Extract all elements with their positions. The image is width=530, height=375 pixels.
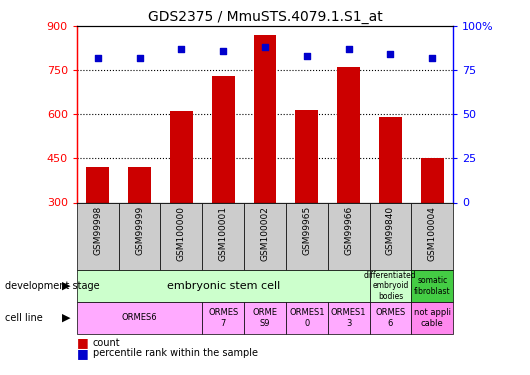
Bar: [244, 202, 286, 270]
Text: ORMES6: ORMES6: [122, 314, 157, 322]
Point: [303, 53, 311, 59]
Bar: [202, 202, 244, 270]
Bar: [295, 110, 319, 202]
Text: GSM100004: GSM100004: [428, 206, 437, 261]
Text: GSM99999: GSM99999: [135, 206, 144, 255]
Bar: [128, 167, 151, 202]
Text: somatic
fibroblast: somatic fibroblast: [414, 276, 450, 296]
Bar: [244, 302, 286, 334]
Point: [428, 55, 437, 61]
Point: [344, 46, 353, 52]
Point: [135, 55, 144, 61]
Bar: [161, 202, 202, 270]
Bar: [411, 202, 453, 270]
Text: ORMES1
3: ORMES1 3: [331, 308, 366, 327]
Point: [261, 44, 269, 50]
Text: ORMES
7: ORMES 7: [208, 308, 239, 327]
Bar: [411, 302, 453, 334]
Bar: [77, 202, 119, 270]
Point: [219, 48, 227, 54]
Bar: [328, 302, 369, 334]
Text: GSM100000: GSM100000: [177, 206, 186, 261]
Text: ▶: ▶: [62, 313, 70, 323]
Bar: [286, 302, 328, 334]
Text: cell line: cell line: [5, 313, 43, 323]
Text: GSM99998: GSM99998: [93, 206, 102, 255]
Title: GDS2375 / MmuSTS.4079.1.S1_at: GDS2375 / MmuSTS.4079.1.S1_at: [148, 10, 382, 24]
Text: ■: ■: [77, 336, 89, 350]
Point: [386, 51, 395, 57]
Text: GSM99965: GSM99965: [302, 206, 311, 255]
Bar: [77, 270, 369, 302]
Text: not appli
cable: not appli cable: [414, 308, 450, 327]
Text: ORME
S9: ORME S9: [252, 308, 278, 327]
Bar: [253, 35, 277, 203]
Bar: [202, 302, 244, 334]
Text: percentile rank within the sample: percentile rank within the sample: [93, 348, 258, 358]
Bar: [170, 111, 193, 202]
Bar: [337, 68, 360, 203]
Text: GSM99840: GSM99840: [386, 206, 395, 255]
Text: count: count: [93, 338, 120, 348]
Text: ▶: ▶: [62, 281, 70, 291]
Point: [177, 46, 186, 52]
Text: embryonic stem cell: embryonic stem cell: [166, 281, 280, 291]
Text: ORMES
6: ORMES 6: [375, 308, 405, 327]
Point: [93, 55, 102, 61]
Bar: [328, 202, 369, 270]
Bar: [369, 202, 411, 270]
Text: GSM99966: GSM99966: [344, 206, 353, 255]
Bar: [211, 76, 235, 202]
Bar: [86, 167, 109, 202]
Bar: [77, 302, 202, 334]
Bar: [379, 117, 402, 202]
Bar: [286, 202, 328, 270]
Text: development stage: development stage: [5, 281, 100, 291]
Text: differentiated
embryoid
bodies: differentiated embryoid bodies: [364, 271, 417, 301]
Text: GSM100001: GSM100001: [219, 206, 228, 261]
Bar: [369, 302, 411, 334]
Text: ORMES1
0: ORMES1 0: [289, 308, 324, 327]
Bar: [421, 158, 444, 203]
Bar: [119, 202, 161, 270]
Bar: [369, 270, 411, 302]
Text: ■: ■: [77, 347, 89, 360]
Text: GSM100002: GSM100002: [261, 206, 269, 261]
Bar: [411, 270, 453, 302]
